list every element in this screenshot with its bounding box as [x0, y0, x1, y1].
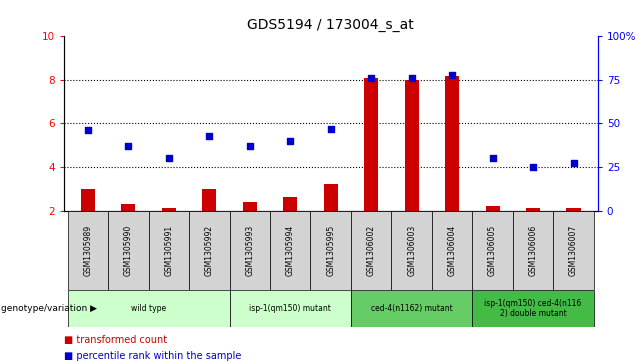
- Bar: [567, 208, 581, 211]
- Bar: [283, 197, 298, 211]
- Bar: [553, 211, 594, 290]
- Bar: [351, 290, 473, 327]
- Bar: [270, 211, 310, 290]
- Bar: [230, 290, 351, 327]
- Bar: [485, 206, 500, 211]
- Text: ced-4(n1162) mutant: ced-4(n1162) mutant: [371, 304, 453, 313]
- Bar: [432, 211, 473, 290]
- Point: [245, 143, 255, 149]
- Bar: [473, 290, 594, 327]
- Point: [123, 143, 134, 149]
- Text: GSM1306003: GSM1306003: [407, 225, 416, 276]
- Text: GSM1306006: GSM1306006: [529, 225, 537, 276]
- Bar: [364, 78, 378, 211]
- Text: ■ transformed count: ■ transformed count: [64, 335, 167, 345]
- Text: genotype/variation ▶: genotype/variation ▶: [1, 304, 97, 313]
- Text: GSM1305992: GSM1305992: [205, 225, 214, 276]
- Point: [366, 75, 377, 81]
- Bar: [513, 211, 553, 290]
- Point: [163, 155, 174, 161]
- Bar: [67, 211, 108, 290]
- Point: [285, 138, 295, 144]
- Bar: [108, 211, 149, 290]
- Bar: [445, 76, 459, 211]
- Title: GDS5194 / 173004_s_at: GDS5194 / 173004_s_at: [247, 19, 414, 33]
- Point: [447, 72, 457, 78]
- Point: [406, 75, 417, 81]
- Bar: [121, 204, 135, 211]
- Bar: [391, 211, 432, 290]
- Bar: [473, 211, 513, 290]
- Point: [204, 133, 214, 139]
- Point: [83, 127, 93, 133]
- Text: GSM1306005: GSM1306005: [488, 225, 497, 276]
- Bar: [81, 189, 95, 211]
- Text: GSM1306004: GSM1306004: [448, 225, 457, 276]
- Bar: [162, 208, 176, 211]
- Point: [528, 164, 538, 170]
- Text: GSM1305989: GSM1305989: [83, 225, 92, 276]
- Bar: [243, 202, 257, 211]
- Text: GSM1305994: GSM1305994: [286, 225, 294, 276]
- Text: GSM1305990: GSM1305990: [124, 225, 133, 276]
- Point: [326, 126, 336, 131]
- Bar: [310, 211, 351, 290]
- Text: isp-1(qm150) mutant: isp-1(qm150) mutant: [249, 304, 331, 313]
- Bar: [230, 211, 270, 290]
- Text: GSM1305993: GSM1305993: [245, 225, 254, 276]
- Bar: [526, 208, 540, 211]
- Bar: [189, 211, 230, 290]
- Bar: [149, 211, 189, 290]
- Bar: [404, 80, 418, 211]
- Text: GSM1305991: GSM1305991: [164, 225, 174, 276]
- Text: GSM1306007: GSM1306007: [569, 225, 578, 276]
- Text: wild type: wild type: [131, 304, 166, 313]
- Bar: [202, 189, 216, 211]
- Text: GSM1306002: GSM1306002: [367, 225, 376, 276]
- Bar: [67, 290, 230, 327]
- Bar: [351, 211, 391, 290]
- Point: [569, 160, 579, 166]
- Point: [488, 155, 498, 161]
- Text: isp-1(qm150) ced-4(n116
2) double mutant: isp-1(qm150) ced-4(n116 2) double mutant: [485, 299, 582, 318]
- Text: GSM1305995: GSM1305995: [326, 225, 335, 276]
- Bar: [324, 184, 338, 211]
- Text: ■ percentile rank within the sample: ■ percentile rank within the sample: [64, 351, 241, 361]
